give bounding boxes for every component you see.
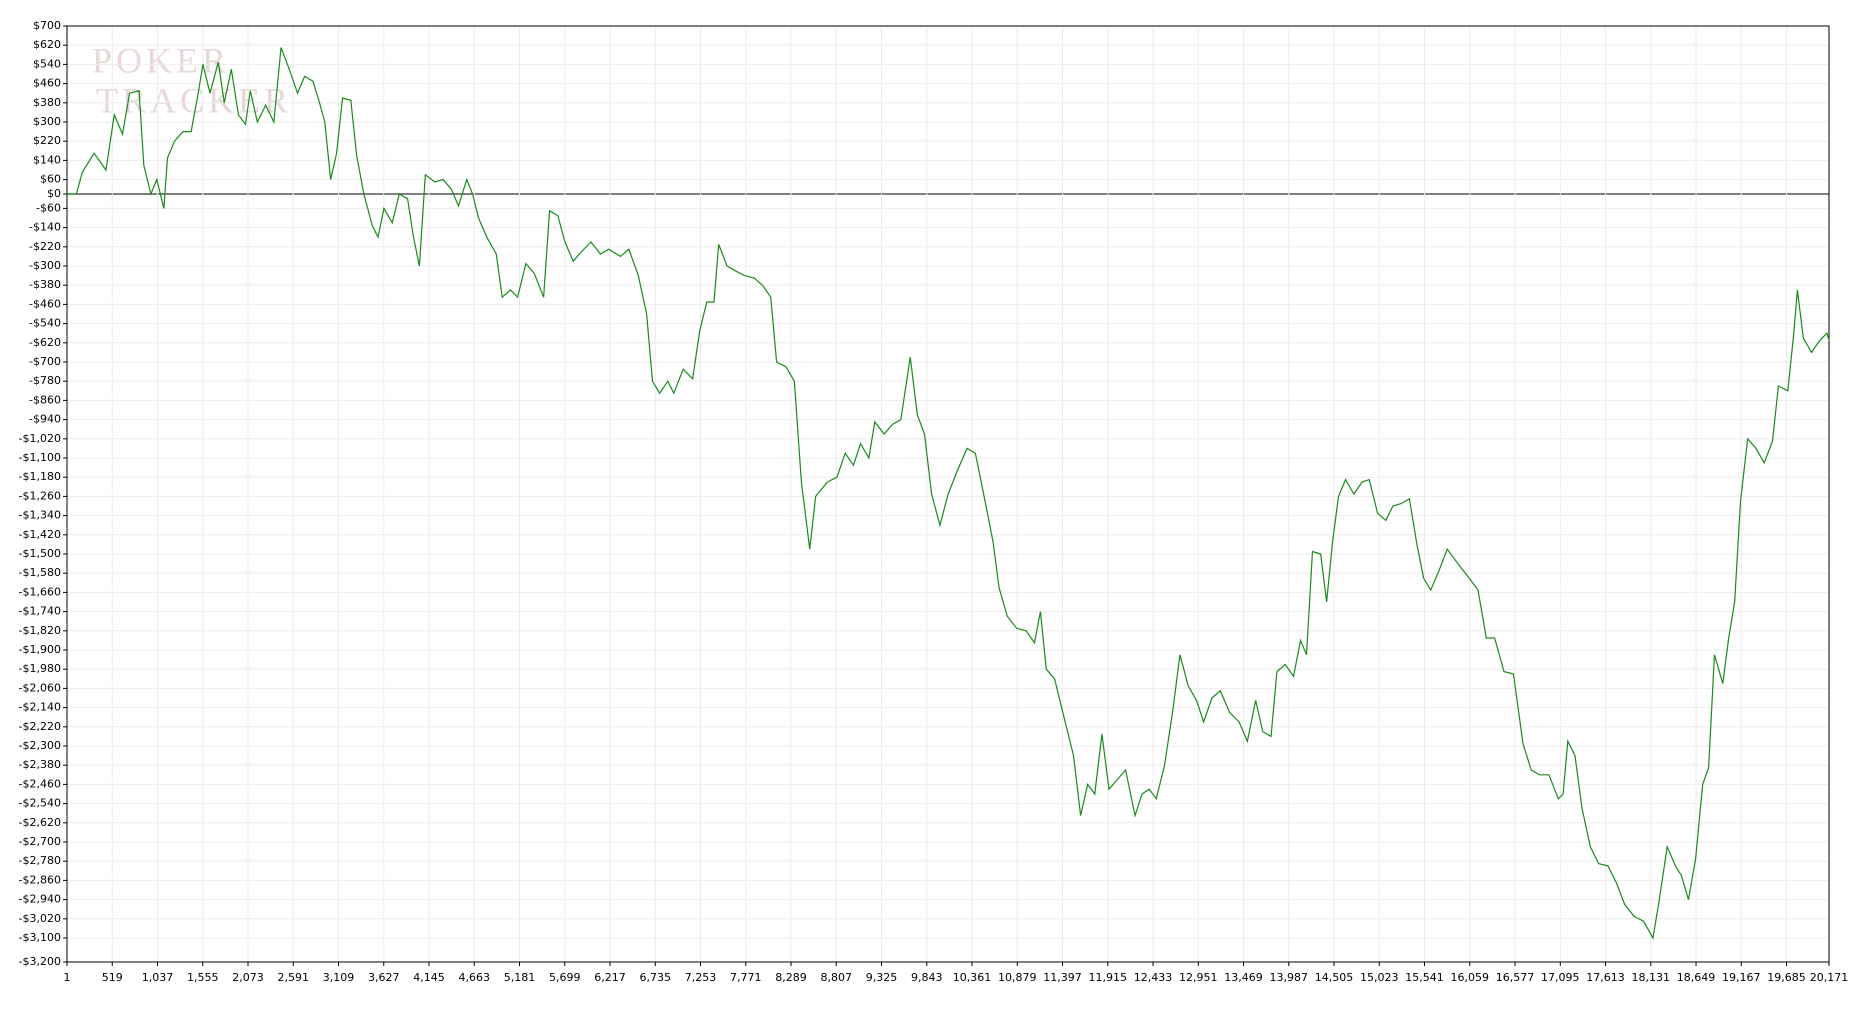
x-tick-label: 15,541 bbox=[1405, 971, 1444, 984]
y-tick-label: $300 bbox=[33, 115, 61, 128]
x-tick-label: 10,361 bbox=[953, 971, 992, 984]
x-tick-label: 9,325 bbox=[866, 971, 898, 984]
y-tick-label: -$3,020 bbox=[19, 912, 61, 925]
x-tick-label: 6,735 bbox=[640, 971, 672, 984]
y-tick-label: -$620 bbox=[29, 336, 61, 349]
x-tick-label: 7,253 bbox=[685, 971, 717, 984]
y-tick-label: -$1,500 bbox=[19, 547, 61, 560]
y-tick-label: $0 bbox=[47, 187, 61, 200]
y-tick-label: $60 bbox=[40, 173, 61, 186]
x-tick-label: 17,613 bbox=[1586, 971, 1625, 984]
x-tick-label: 5,699 bbox=[549, 971, 581, 984]
y-tick-label: -$2,700 bbox=[19, 835, 61, 848]
y-tick-label: $460 bbox=[33, 77, 61, 90]
x-tick-label: 3,627 bbox=[368, 971, 400, 984]
x-tick-label: 16,059 bbox=[1451, 971, 1490, 984]
x-tick-label: 1,555 bbox=[187, 971, 219, 984]
x-tick-label: 12,951 bbox=[1179, 971, 1218, 984]
y-tick-label: -$1,100 bbox=[19, 451, 61, 464]
y-tick-label: -$1,260 bbox=[19, 489, 61, 502]
y-tick-label: $380 bbox=[33, 96, 61, 109]
x-tick-label: 17,095 bbox=[1541, 971, 1580, 984]
x-tick-label: 2,591 bbox=[278, 971, 310, 984]
y-tick-label: -$300 bbox=[29, 259, 61, 272]
x-tick-label: 19,685 bbox=[1767, 971, 1806, 984]
watermark: POKER bbox=[92, 40, 230, 80]
x-tick-label: 15,023 bbox=[1360, 971, 1399, 984]
x-tick-label: 8,807 bbox=[821, 971, 853, 984]
y-tick-label: -$2,380 bbox=[19, 758, 61, 771]
y-tick-label: -$1,820 bbox=[19, 624, 61, 637]
y-tick-label: $620 bbox=[33, 38, 61, 51]
x-tick-label: 8,289 bbox=[775, 971, 807, 984]
y-tick-label: -$1,980 bbox=[19, 662, 61, 675]
y-tick-label: -$1,580 bbox=[19, 566, 61, 579]
x-tick-label: 2,073 bbox=[232, 971, 264, 984]
y-tick-label: -$380 bbox=[29, 278, 61, 291]
x-tick-label: 18,649 bbox=[1677, 971, 1716, 984]
x-tick-label: 12,433 bbox=[1134, 971, 1173, 984]
x-tick-label: 11,397 bbox=[1043, 971, 1082, 984]
x-tick-label: 5,181 bbox=[504, 971, 536, 984]
y-tick-label: $540 bbox=[33, 57, 61, 70]
y-tick-label: $140 bbox=[33, 153, 61, 166]
x-tick-label: 18,131 bbox=[1632, 971, 1671, 984]
plot-frame bbox=[66, 25, 1830, 963]
y-tick-label: -$700 bbox=[29, 355, 61, 368]
x-tick-label: 7,771 bbox=[730, 971, 762, 984]
y-tick-label: -$60 bbox=[36, 201, 61, 214]
y-tick-label: -$2,140 bbox=[19, 701, 61, 714]
y-tick-label: -$3,100 bbox=[19, 931, 61, 944]
y-tick-label: -$2,620 bbox=[19, 816, 61, 829]
y-tick-label: -$2,540 bbox=[19, 797, 61, 810]
y-tick-label: -$2,780 bbox=[19, 854, 61, 867]
y-tick-label: -$2,220 bbox=[19, 720, 61, 733]
y-tick-label: -$1,900 bbox=[19, 643, 61, 656]
y-tick-label: -$2,060 bbox=[19, 681, 61, 694]
x-tick-label: 13,987 bbox=[1270, 971, 1309, 984]
x-tick-label: 9,843 bbox=[911, 971, 943, 984]
x-tick-label: 1,037 bbox=[142, 971, 174, 984]
y-tick-label: -$540 bbox=[29, 317, 61, 330]
x-tick-label: 16,577 bbox=[1496, 971, 1535, 984]
series-line bbox=[67, 47, 1830, 940]
y-tick-label: -$940 bbox=[29, 413, 61, 426]
y-tick-label: -$1,020 bbox=[19, 432, 61, 445]
x-tick-label: 6,217 bbox=[594, 971, 626, 984]
y-tick-label: -$1,740 bbox=[19, 605, 61, 618]
y-tick-label: -$1,420 bbox=[19, 528, 61, 541]
y-tick-label: $700 bbox=[33, 19, 61, 32]
y-tick-label: -$3,200 bbox=[19, 955, 61, 968]
x-tick-label: 4,663 bbox=[459, 971, 491, 984]
x-tick-label: 13,469 bbox=[1224, 971, 1263, 984]
y-tick-label: $220 bbox=[33, 134, 61, 147]
x-tick-label: 20,171 bbox=[1810, 971, 1849, 984]
x-tick-label: 10,879 bbox=[998, 971, 1037, 984]
y-tick-label: -$860 bbox=[29, 393, 61, 406]
y-tick-label: -$1,180 bbox=[19, 470, 61, 483]
y-tick-label: -$2,860 bbox=[19, 873, 61, 886]
x-tick-label: 11,915 bbox=[1089, 971, 1128, 984]
x-tick-label: 4,145 bbox=[413, 971, 445, 984]
y-tick-label: -$2,300 bbox=[19, 739, 61, 752]
y-tick-label: -$220 bbox=[29, 240, 61, 253]
x-tick-label: 19,167 bbox=[1722, 971, 1761, 984]
y-tick-label: -$1,340 bbox=[19, 509, 61, 522]
y-tick-label: -$460 bbox=[29, 297, 61, 310]
y-tick-label: -$780 bbox=[29, 374, 61, 387]
y-tick-label: -$2,460 bbox=[19, 777, 61, 790]
x-tick-label: 3,109 bbox=[323, 971, 355, 984]
y-tick-label: -$140 bbox=[29, 221, 61, 234]
x-tick-label: 14,505 bbox=[1315, 971, 1354, 984]
y-tick-label: -$1,660 bbox=[19, 585, 61, 598]
x-tick-label: 1 bbox=[64, 971, 71, 984]
x-tick-label: 519 bbox=[102, 971, 123, 984]
y-tick-label: -$2,940 bbox=[19, 893, 61, 906]
